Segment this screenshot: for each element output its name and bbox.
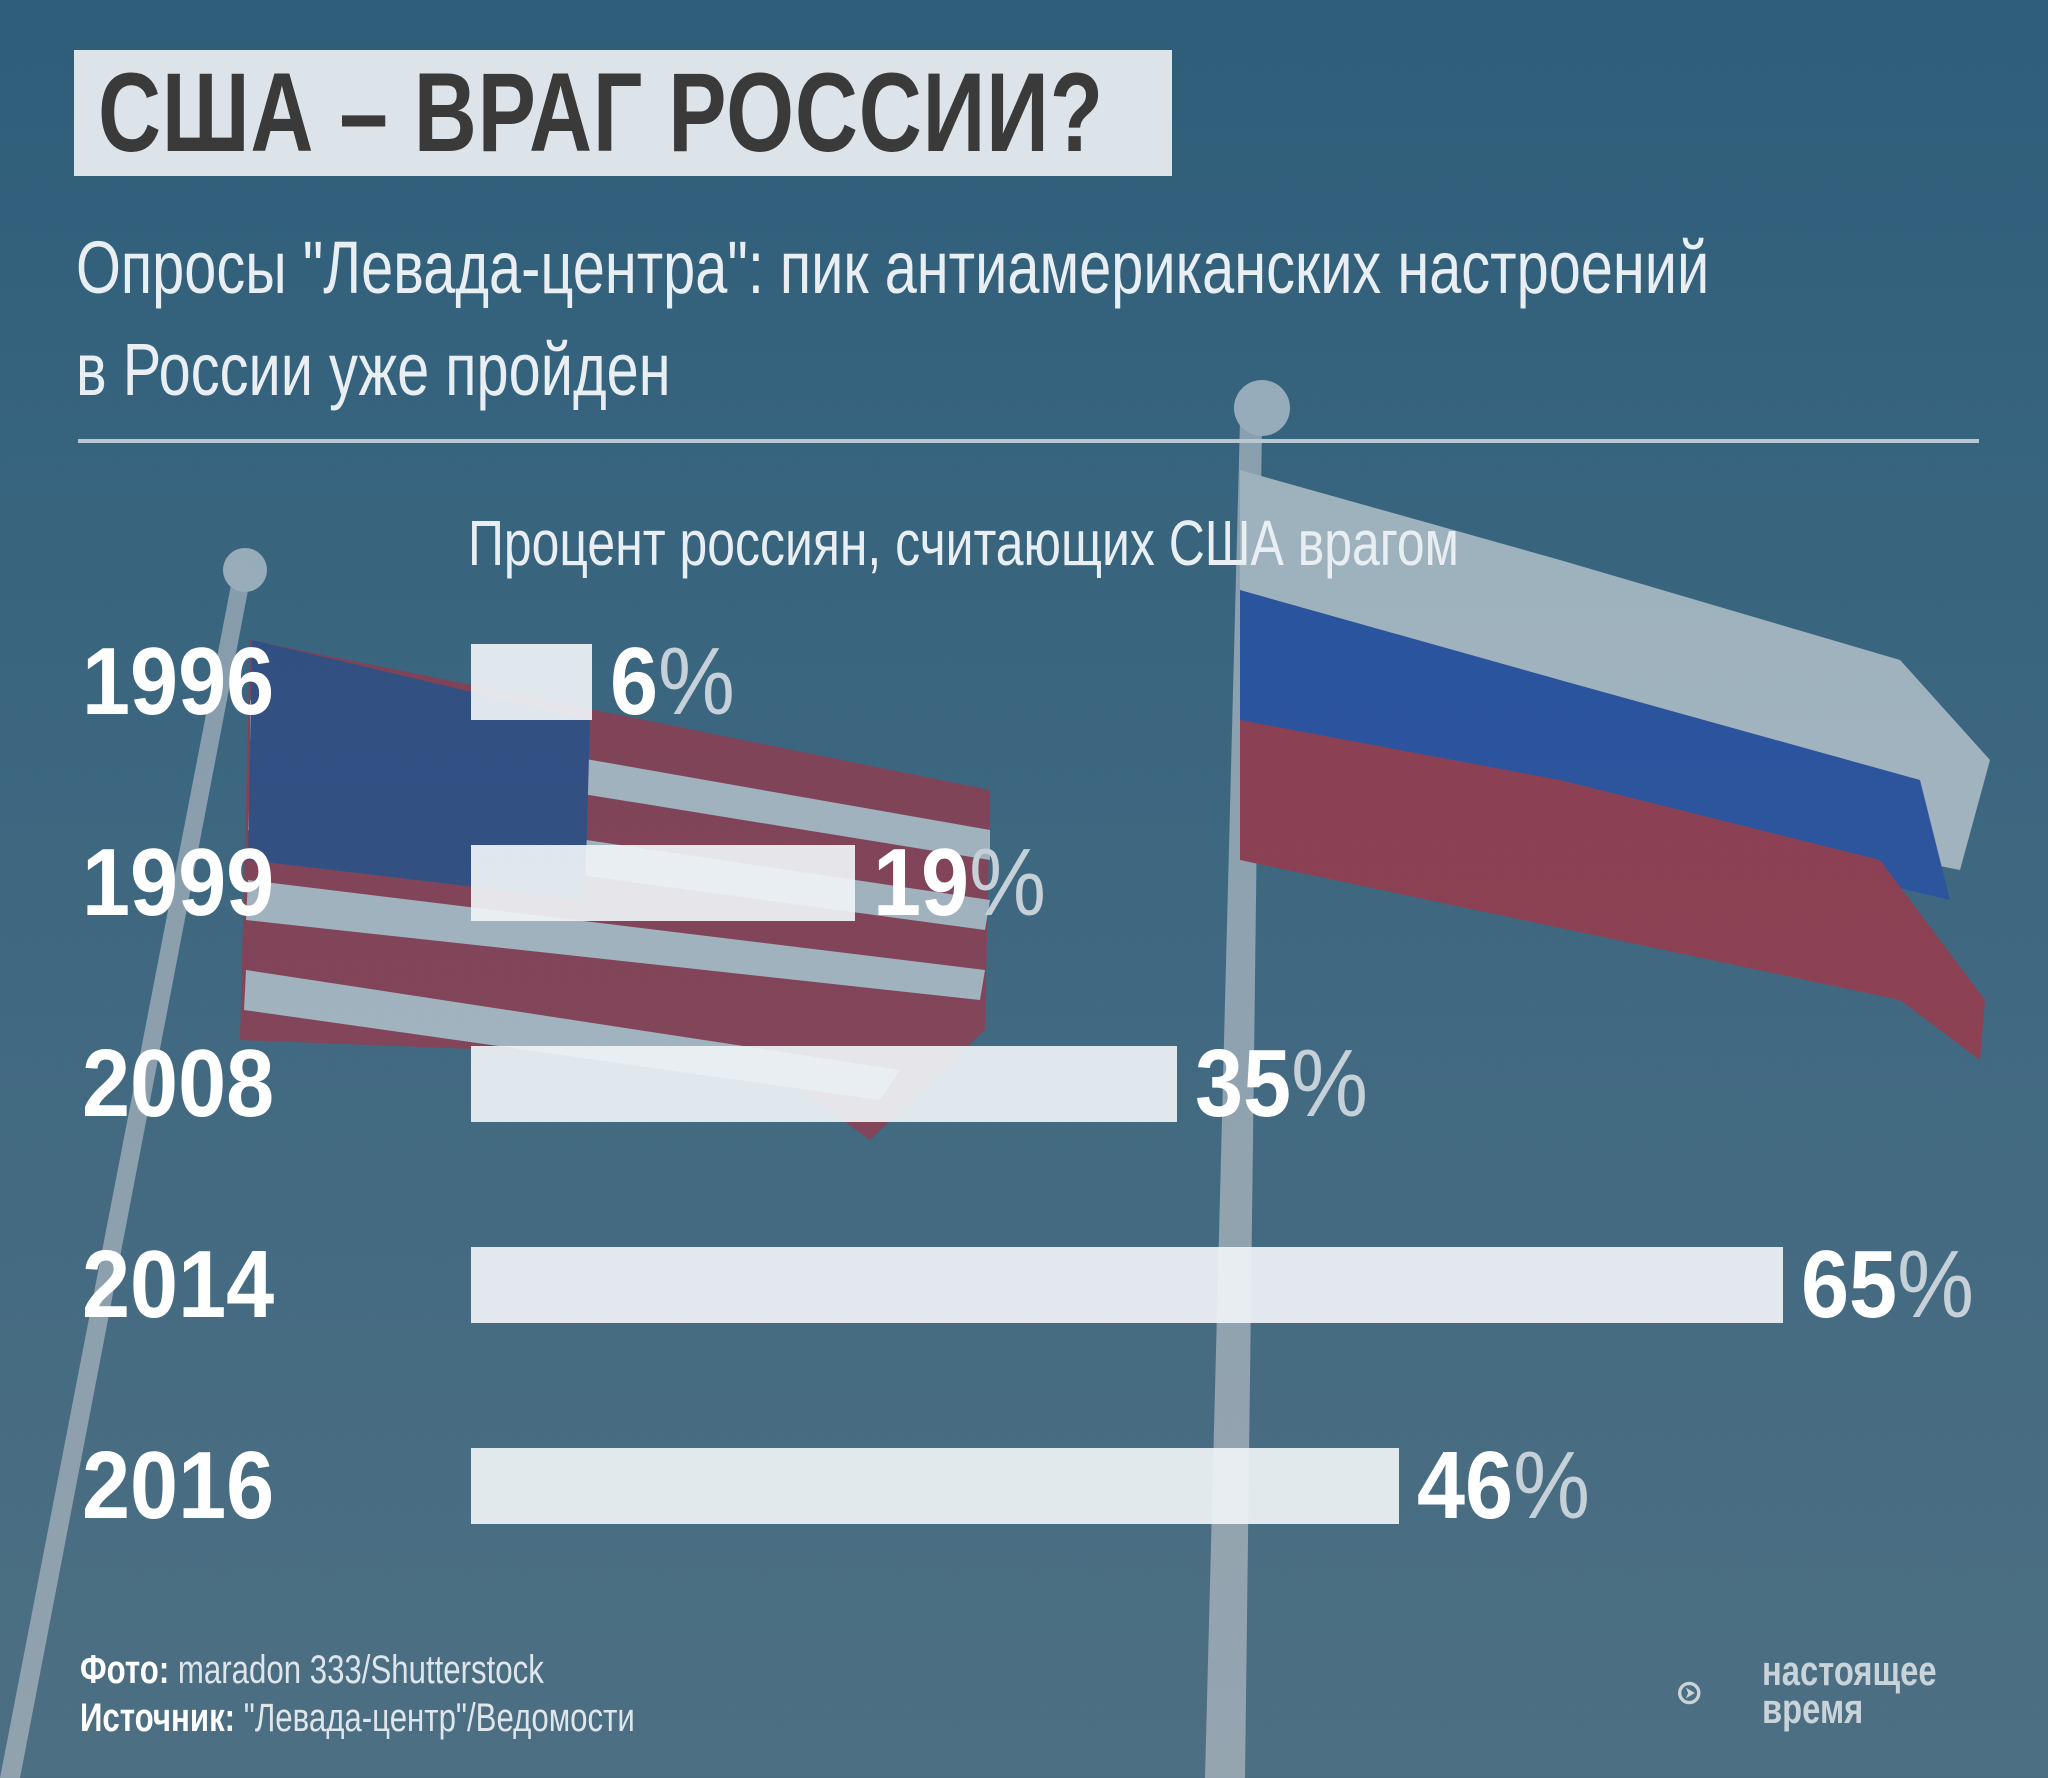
- bar-2008: [471, 1046, 1178, 1122]
- value-number: 46: [1417, 1432, 1514, 1539]
- value-label: 19%: [873, 833, 1065, 933]
- ru-pole-finial: [1234, 380, 1290, 436]
- logo-line-2: время: [1762, 1685, 1864, 1732]
- subtitle-line-2: в России уже пройден: [76, 328, 671, 411]
- photo-credit: Фото: maradon 333/Shutterstock: [80, 1648, 675, 1692]
- year-label: 1996: [82, 628, 275, 735]
- value-label: 46%: [1417, 1436, 1609, 1536]
- us-flagpole: [0, 580, 250, 1778]
- bar-1999: [471, 845, 855, 921]
- percent-sign: %: [1513, 1432, 1591, 1539]
- page-title: США – ВРАГ РОССИИ?: [98, 50, 1104, 175]
- bar-2014: [471, 1247, 1783, 1323]
- title-box: [74, 50, 1172, 176]
- bar-2016: [471, 1448, 1400, 1524]
- year-label: 1999: [82, 829, 275, 936]
- divider: [78, 439, 1979, 443]
- value-number: 65: [1801, 1231, 1898, 1338]
- value-label: 65%: [1801, 1235, 1993, 1335]
- source-label: Источник:: [80, 1696, 236, 1740]
- us-pole-finial: [223, 548, 267, 592]
- value-number: 6: [610, 628, 659, 735]
- percent-sign: %: [968, 829, 1046, 936]
- percent-sign: %: [658, 628, 735, 735]
- chart-title: Процент россиян, считающих США врагом: [468, 507, 1459, 579]
- subtitle-line-1: Опросы "Левада-центра": пик антиамерикан…: [76, 226, 1710, 309]
- value-label: 6%: [610, 632, 749, 732]
- value-number: 19: [872, 829, 969, 936]
- value-number: 35: [1195, 1030, 1292, 1137]
- source-credit: Источник: "Левада-центр"/Ведомости: [80, 1696, 791, 1740]
- russia-flag: [1240, 470, 1990, 1060]
- year-label: 2014: [82, 1231, 275, 1338]
- percent-sign: %: [1291, 1030, 1369, 1137]
- photo-credit-text: maradon 333/Shutterstock: [177, 1648, 544, 1692]
- source-text: "Левада-центр"/Ведомости: [243, 1696, 635, 1740]
- year-label: 2016: [82, 1432, 275, 1539]
- bar-1996: [471, 644, 593, 720]
- nastoyashchee-vremya-logo-icon: [1678, 1681, 1701, 1705]
- logo-line-1: настоящее: [1762, 1647, 1937, 1694]
- percent-sign: %: [1897, 1231, 1974, 1338]
- value-label: 35%: [1195, 1034, 1387, 1134]
- photo-label: Фото:: [80, 1648, 170, 1692]
- year-label: 2008: [82, 1030, 275, 1137]
